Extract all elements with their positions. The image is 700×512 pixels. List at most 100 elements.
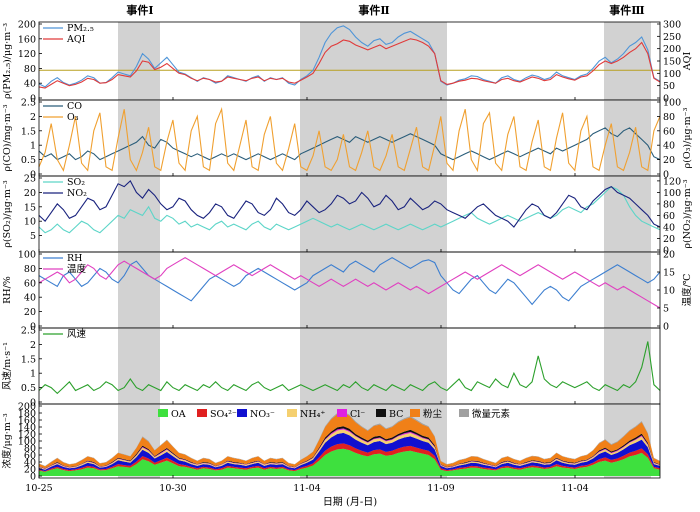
right-tick-label: 0 [663, 322, 669, 333]
x-tick-label: 11-04 [293, 483, 320, 494]
left-tick-label: 2.5 [21, 326, 36, 337]
legend-label-NO3: NO₃⁻ [250, 409, 275, 420]
event-band-3 [604, 176, 651, 252]
x-tick-label: 11-09 [427, 483, 454, 494]
y-axis-title-right: ρ(NO₂)/μg·m⁻³ [682, 179, 693, 248]
right-tick-label: 300 [663, 20, 681, 31]
left-tick-label: 120 [18, 430, 36, 441]
series-line-PM2.5 [38, 25, 661, 88]
y-axis-title-left: RH/% [2, 276, 13, 304]
event-label-1: 事件Ⅰ [126, 3, 153, 17]
series-line-温度 [38, 256, 661, 309]
area-NO3 [39, 432, 660, 472]
event-band-1 [118, 328, 160, 404]
left-tick-label: 60 [24, 278, 36, 289]
legend-label-NH4: NH₄⁺ [300, 409, 325, 420]
series-line-CO [38, 127, 661, 161]
right-tick-label: 80 [663, 112, 675, 123]
y-axis-title-left: ρ(CO)/mg·m⁻³ [2, 104, 13, 171]
series-line-风速 [38, 341, 661, 395]
panel-pm-aqi: 04080120160200050100150200250300ρ(PM₂.₅)… [2, 20, 693, 105]
left-tick-label: 80 [24, 444, 36, 455]
left-tick-label: 15 [24, 202, 36, 213]
y-axis-title-left: 浓度/μg·m⁻³ [1, 413, 13, 468]
legend-swatch-BC [376, 409, 386, 417]
left-tick-label: 2.5 [21, 98, 36, 109]
left-tick-label: 1.5 [21, 126, 36, 137]
y-axis-title-right: 温度/℃ [681, 273, 693, 306]
left-tick-label: 25 [24, 174, 36, 185]
left-tick-label: 200 [18, 402, 36, 413]
legend-label-AQI: AQI [66, 34, 86, 45]
series-line-AQI [38, 38, 661, 89]
left-tick-label: 1.5 [21, 354, 36, 365]
legend-label-trace: 微量元素 [472, 408, 511, 420]
right-tick-label: 20 [663, 250, 675, 261]
left-tick-label: 0 [30, 94, 36, 105]
left-tick-label: 0.5 [21, 155, 36, 166]
left-tick-label: 40 [24, 79, 36, 90]
left-tick-label: 180 [18, 409, 36, 420]
right-tick-label: 40 [663, 141, 675, 152]
left-tick-label: 20 [24, 307, 36, 318]
legend-label-CO: CO [67, 101, 82, 112]
event-band-3 [604, 100, 651, 176]
event-band-2 [300, 252, 447, 328]
right-tick-label: 120 [663, 176, 681, 187]
legend-label-O3: O₃ [67, 112, 79, 123]
legend-label-温度: 温度 [67, 263, 87, 275]
left-tick-label: 0 [30, 398, 36, 409]
left-tick-label: 40 [24, 293, 36, 304]
right-tick-label: 60 [663, 211, 675, 222]
left-tick-label: 5 [30, 231, 36, 242]
event-band-3 [604, 252, 651, 328]
area-dust [39, 412, 660, 469]
y-axis-title-left: 风速/m·s⁻¹ [2, 342, 13, 390]
event-band-2 [300, 176, 447, 252]
left-tick-label: 60 [24, 451, 36, 462]
series-line-O3 [38, 107, 661, 173]
right-tick-label: 80 [663, 199, 675, 210]
left-tick-label: 100 [18, 250, 36, 261]
x-tick-label: 11-04 [561, 483, 588, 494]
legend-swatch-NO3 [237, 409, 247, 417]
right-tick-label: 250 [663, 32, 681, 43]
event-band-2 [300, 328, 447, 404]
right-tick-label: 60 [663, 126, 675, 137]
left-tick-label: 0 [30, 170, 36, 181]
right-tick-label: 40 [663, 222, 675, 233]
event-band-1 [118, 252, 160, 328]
right-tick-label: 0 [663, 94, 669, 105]
event-band-3 [604, 328, 651, 404]
left-tick-label: 200 [18, 20, 36, 31]
left-tick-label: 40 [24, 458, 36, 469]
right-tick-label: 20 [663, 155, 675, 166]
left-tick-label: 20 [24, 188, 36, 199]
left-tick-label: 0 [30, 322, 36, 333]
legend-swatch-trace [459, 409, 469, 417]
y-axis-title-right: AQI [682, 52, 693, 72]
legend-swatch-Cl [337, 409, 347, 417]
area-OA [39, 448, 660, 476]
right-tick-label: 100 [663, 188, 681, 199]
x-tick-label: 10-30 [159, 483, 186, 494]
left-tick-label: 2 [30, 340, 36, 351]
series-line-NO2 [38, 180, 661, 228]
area-SO4 [39, 443, 660, 472]
left-tick-label: 80 [24, 264, 36, 275]
legend-label-dust: 粉尘 [423, 408, 443, 420]
left-tick-label: 1 [30, 369, 36, 380]
series-line-SO2 [38, 185, 661, 234]
right-tick-label: 15 [663, 268, 675, 279]
legend-label-RH: RH [67, 253, 82, 264]
right-tick-label: 20 [663, 234, 675, 245]
legend-label-NO2: NO₂ [67, 188, 87, 199]
series-line-RH [38, 256, 661, 306]
legend-label-OA: OA [171, 409, 186, 420]
left-tick-label: 160 [18, 416, 36, 427]
legend-label-Cl: Cl⁻ [350, 409, 365, 420]
